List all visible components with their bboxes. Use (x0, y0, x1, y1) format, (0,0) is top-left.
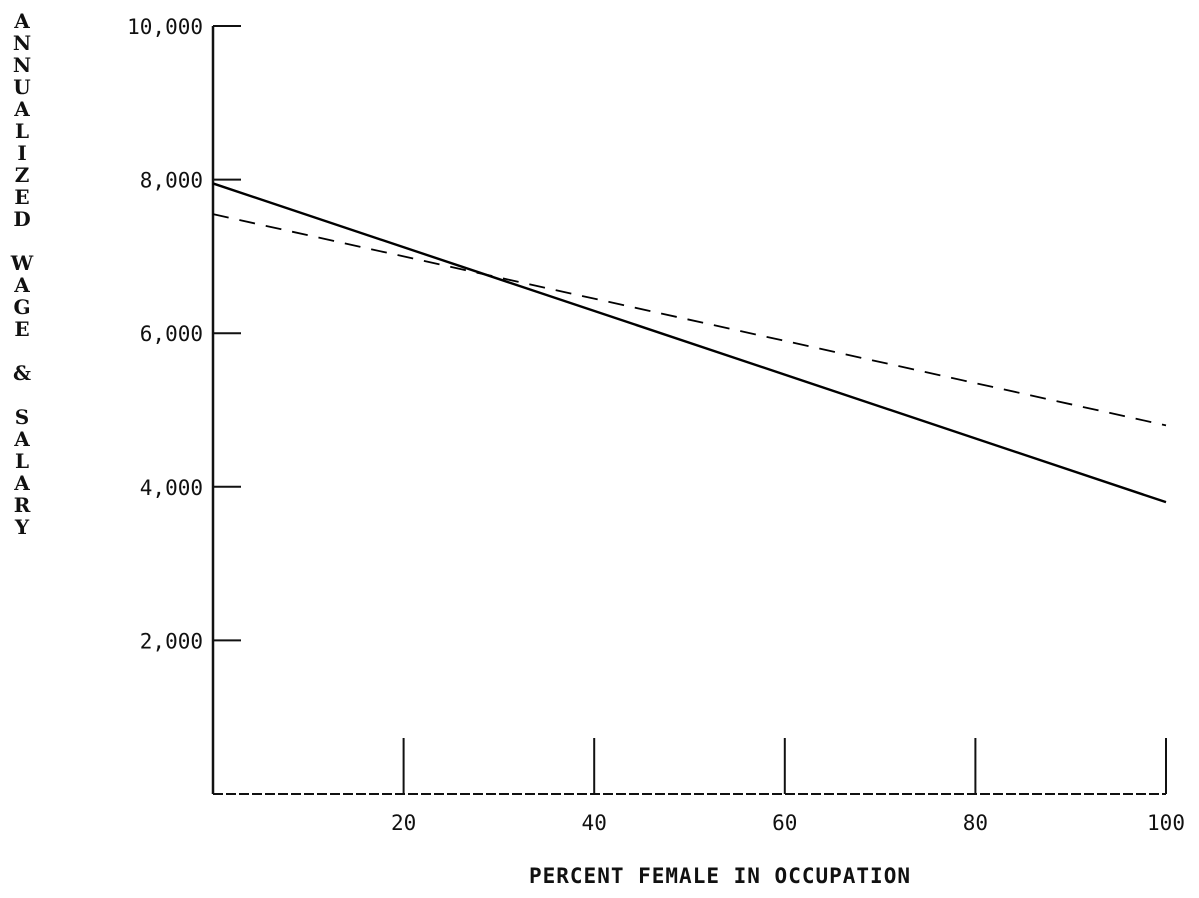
axes (213, 26, 1166, 794)
x-tick-label: 40 (582, 811, 607, 835)
y-tick-label: 8,000 (140, 169, 203, 193)
x-axis-title: PERCENT FEMALE IN OCCUPATION (529, 864, 911, 888)
dashed-series-line (213, 214, 1166, 425)
y-tick-label: 6,000 (140, 322, 203, 346)
x-tick-label: 60 (772, 811, 797, 835)
series-lines (213, 183, 1166, 502)
x-ticks: 20 40 60 80 100 (391, 738, 1185, 835)
y-tick-label: 4,000 (140, 476, 203, 500)
x-tick-label: 20 (391, 811, 416, 835)
x-tick-label: 100 (1147, 811, 1185, 835)
y-tick-label: 2,000 (140, 629, 203, 653)
solid-series-line (213, 183, 1166, 502)
y-ticks: 2,000 4,000 6,000 8,000 10,000 (127, 15, 241, 653)
x-tick-label: 80 (963, 811, 988, 835)
y-tick-label: 10,000 (127, 15, 203, 39)
